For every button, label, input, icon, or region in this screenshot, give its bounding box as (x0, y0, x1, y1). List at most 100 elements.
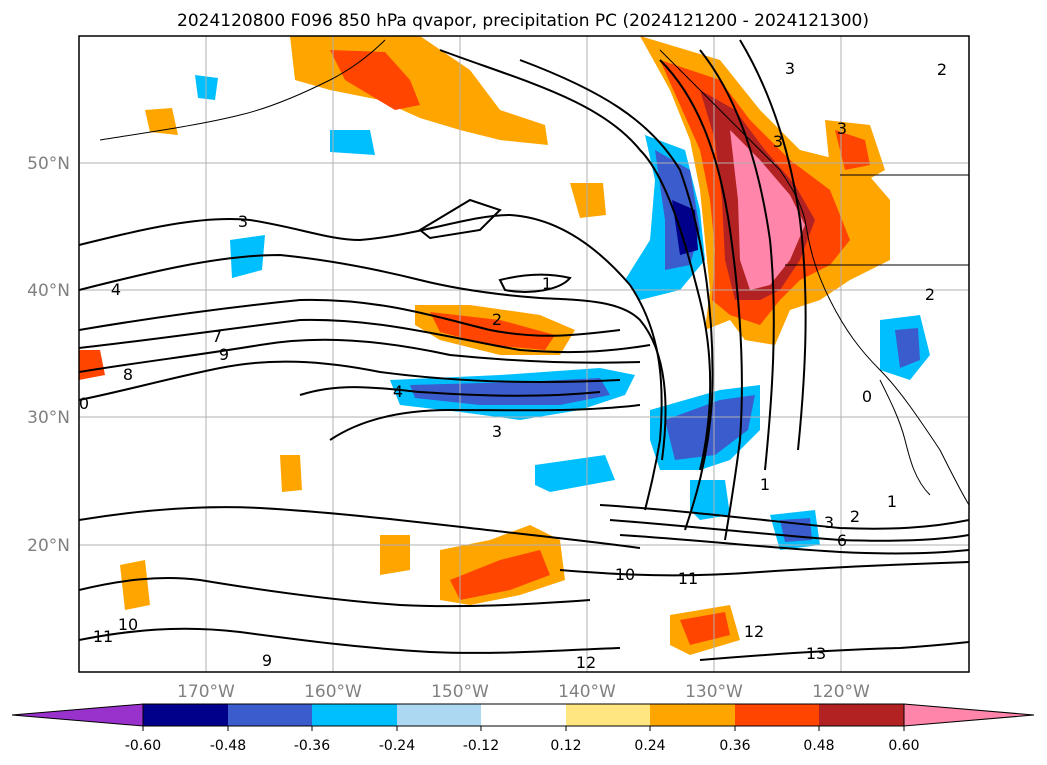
colorbar-high-extend (903, 703, 1035, 727)
contour-line (79, 360, 621, 401)
contour-label: 6 (837, 531, 847, 550)
colorbar-tick-label: 0.36 (719, 738, 750, 754)
qvapor-contours (79, 39, 969, 661)
colorbar-frame (142, 703, 905, 727)
lon-tick-label: 170°W (177, 682, 235, 702)
coastlines (99, 39, 969, 506)
contour-label: 3 (824, 513, 834, 532)
colorbar-segment (819, 704, 904, 726)
contour-label: 9 (262, 651, 272, 670)
precip-negative-area (690, 480, 730, 520)
precip-negative-area (535, 455, 615, 492)
colorbar-tick-label: -0.24 (379, 738, 415, 754)
contour-label: 3 (238, 212, 248, 231)
contour-line (699, 641, 969, 661)
precip-fills (79, 36, 930, 655)
lon-labels: 170°W 160°W 150°W 140°W 130°W 120°W (177, 682, 870, 702)
lon-tick-label: 120°W (812, 682, 870, 702)
graticule (79, 36, 969, 672)
contour-line (559, 561, 969, 577)
contour-label: 4 (111, 280, 121, 299)
colorbar-low-extend (11, 703, 144, 727)
contour-label: 10 (118, 615, 138, 634)
colorbar-tick-label: -0.48 (210, 738, 246, 754)
precip-negative-area (330, 130, 375, 155)
contour-line (79, 338, 641, 373)
lat-tick-label: 20°N (27, 536, 70, 556)
lat-tick-label: 30°N (27, 408, 70, 428)
colorbar-tick-label: 0.48 (803, 738, 834, 754)
contour-line (418, 198, 502, 240)
contour-labels: 3 4 7 9 8 0 4 2 3 1 3 3 3 2 1 1 2 3 6 10… (79, 59, 947, 672)
precip-positive-area (380, 535, 410, 575)
contour-label: 8 (123, 365, 133, 384)
colorbar-tick-label: -0.12 (463, 738, 499, 754)
contour-label: 13 (806, 644, 826, 663)
contour-label: 1 (760, 475, 770, 494)
contour-label: 10 (615, 565, 635, 584)
contour-line (609, 519, 969, 542)
contour-label: 12 (744, 622, 764, 641)
contour-line (519, 59, 714, 531)
colorbar: -0.60 -0.48 -0.36 -0.24 -0.12 0.12 0.24 … (11, 703, 1035, 754)
contour-label: 12 (576, 653, 596, 672)
precip-positive-area (330, 50, 420, 110)
lon-tick-label: 140°W (558, 682, 616, 702)
contour-line (699, 49, 775, 471)
map-panel: 3 4 7 9 8 0 4 2 3 1 3 3 3 2 1 1 2 3 6 10… (78, 35, 970, 673)
contour-label: 3 (837, 119, 847, 138)
contour-line (299, 386, 601, 397)
contour-line (498, 273, 572, 293)
contour-label: 3 (785, 59, 795, 78)
precip-negative-area (672, 200, 698, 255)
lon-tick-label: 130°W (685, 682, 743, 702)
colorbar-segment (566, 704, 650, 726)
contour-line (619, 534, 969, 555)
contour-line (79, 253, 667, 461)
colorbar-segment (481, 704, 566, 726)
contour-label: 3 (492, 422, 502, 441)
contour-label: 11 (93, 627, 113, 646)
precip-positive-area (145, 108, 178, 135)
colorbar-tick-label: 0.60 (888, 738, 919, 754)
contour-label: 2 (937, 60, 947, 79)
contour-label: 2 (850, 507, 860, 526)
precip-positive-area (680, 612, 730, 645)
contour-line (659, 59, 743, 541)
contour-label: 2 (492, 310, 502, 329)
precip-positive-area (120, 560, 150, 610)
contour-line (79, 298, 621, 337)
contour-label: 1 (542, 274, 552, 293)
contour-label: 11 (678, 569, 698, 588)
coastline (659, 49, 806, 221)
precip-positive-area (570, 183, 606, 218)
contour-line (79, 506, 641, 549)
contour-label: 4 (393, 382, 403, 401)
contour-label: 0 (862, 387, 872, 406)
contour-line (739, 39, 807, 451)
coastline (879, 379, 931, 496)
contour-label: 9 (219, 345, 229, 364)
colorbar-tick-label: 0.24 (634, 738, 665, 754)
coastline (804, 219, 969, 506)
colorbar-tick-label: -0.60 (125, 738, 161, 754)
figure-title: 2024120800 F096 850 hPa qvapor, precipit… (177, 11, 869, 31)
contour-label: 7 (212, 327, 222, 346)
colorbar-segment (143, 704, 228, 726)
precip-positive-area (835, 130, 870, 170)
contour-label: 3 (773, 132, 783, 151)
contour-line (599, 504, 969, 530)
contour-label: 0 (79, 394, 89, 413)
colorbar-segment (650, 704, 735, 726)
colorbar-tick-label: -0.36 (294, 738, 330, 754)
precip-positive-area (79, 350, 105, 380)
coastline (99, 39, 386, 141)
colorbar-segment (228, 704, 312, 726)
contour-label: 2 (925, 285, 935, 304)
map-frame (78, 35, 970, 673)
precip-negative-area (895, 328, 920, 368)
colorbar-ticks (142, 726, 905, 731)
lon-tick-label: 150°W (431, 682, 489, 702)
colorbar-segment (397, 704, 481, 726)
